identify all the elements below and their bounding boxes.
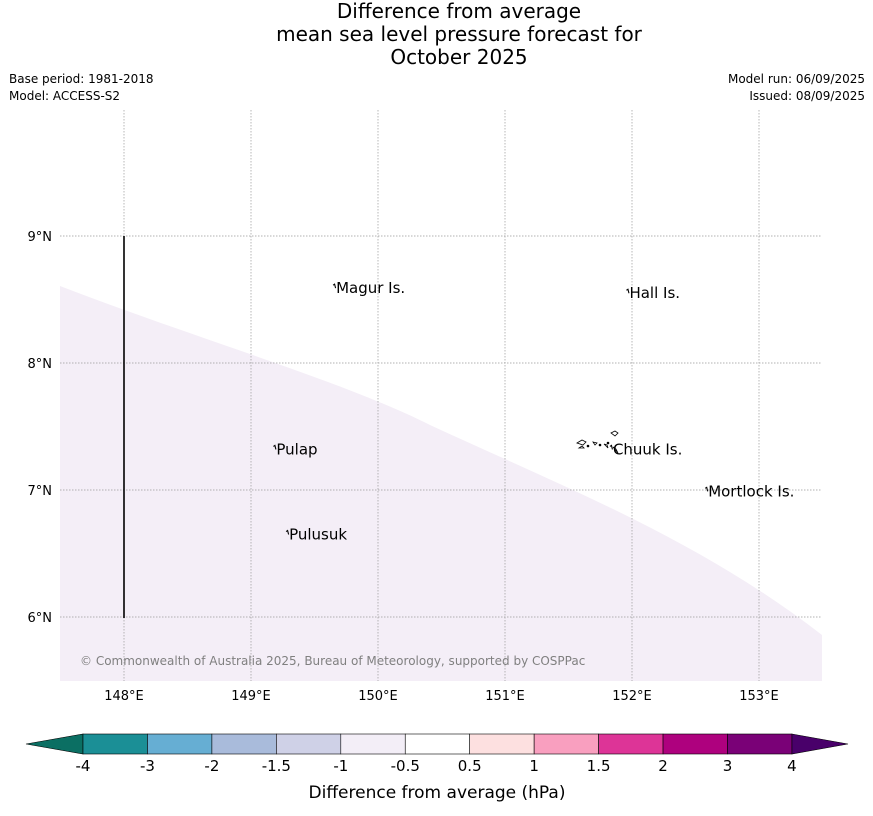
base-period: Base period: 1981-2018 [9,72,154,86]
colorbar-swatch [211,733,277,755]
longitude-labels: 148°E 149°E 150°E 151°E 152°E 153°E [104,689,779,704]
colorbar-swatch [404,733,470,755]
longitude-label: 149°E [231,689,271,704]
colorbar-swatch [82,733,148,755]
place-label: Hall Is. [629,284,680,302]
latitude-label: 6°N [28,611,53,626]
meta-right: Model run: 06/09/2025 Issued: 08/09/2025 [728,71,865,105]
chuuk-islands-outline [576,430,619,454]
title-line-1: Difference from average [336,0,582,23]
colorbar-swatch [533,733,599,755]
longitude-label: 152°E [612,689,652,704]
place-label: Mortlock Is. [708,482,794,500]
title-line-3: October 2025 [390,45,528,69]
longitude-label: 153°E [739,689,779,704]
anomaly-shading [60,286,822,681]
colorbar-tick-label: 0.5 [458,757,482,775]
colorbar-swatch [340,733,406,755]
colorbar-swatch [598,733,664,755]
colorbar-tick-label: -1.5 [262,757,291,775]
place-labels: Magur Is. Hall Is. Pulap Chuuk Is. Mortlock … [273,279,794,544]
place-label: Pulusuk [289,526,347,544]
colorbar-swatch [662,733,728,755]
island-marker [609,444,613,450]
colorbar-tick-label: -0.5 [391,757,420,775]
colorbar-tick-label: -2 [204,757,219,775]
colorbar-swatch [276,733,342,755]
copyright-text: © Commonwealth of Australia 2025, Bureau… [80,654,585,668]
colorbar-swatches [25,733,849,755]
colorbar-extend-high [791,733,849,755]
place-label: Pulap [276,440,317,458]
title-line-2: mean sea level pressure forecast for [276,22,642,46]
longitude-label: 148°E [104,689,144,704]
island-marker [332,283,337,289]
model-name: Model: ACCESS-S2 [9,89,121,103]
colorbar-swatch [147,733,213,755]
colorbar-tick-label: 4 [787,757,797,775]
longitude-label: 150°E [358,689,398,704]
colorbar-tick-label: 2 [658,757,668,775]
place-label: Chuuk Is. [613,440,682,458]
colorbar-tick-label: -3 [140,757,155,775]
longitude-label: 151°E [485,689,525,704]
latitude-label: 9°N [28,230,53,245]
colorbar-label: Difference from average (hPa) [309,783,566,803]
colorbar-tick-label: -1 [333,757,348,775]
place-label: Magur Is. [336,279,405,297]
meta-left: Base period: 1981-2018 Model: ACCESS-S2 [9,71,154,105]
map-panel: Magur Is. Hall Is. Pulap Chuuk Is. Mortlock … [28,110,822,704]
colorbar: -4 -3 -2 -1.5 -1 -0.5 0.5 1 1.5 2 3 4 Difference fr… [25,733,849,803]
colorbar-tick-labels: -4 -3 -2 -1.5 -1 -0.5 0.5 1 1.5 2 3 4 [76,757,797,775]
issued-date: Issued: 08/09/2025 [749,89,865,103]
colorbar-tick-label: 1 [529,757,539,775]
latitude-labels: 9°N 8°N 7°N 6°N [28,230,53,626]
colorbar-extend-low [25,733,84,755]
island-marker [704,486,709,492]
island-marker [273,444,277,450]
colorbar-tick-label: 1.5 [587,757,611,775]
island-marker [626,288,630,294]
colorbar-swatch [727,733,793,755]
latitude-label: 7°N [28,484,53,499]
colorbar-tick-label: 3 [723,757,733,775]
latitude-label: 8°N [28,357,53,372]
graticule [60,110,822,681]
colorbar-tick-label: -4 [76,757,91,775]
model-run: Model run: 06/09/2025 [727,72,865,86]
map-title: Difference from average mean sea level p… [0,0,873,69]
colorbar-swatch [469,733,535,755]
island-marker [285,529,290,535]
